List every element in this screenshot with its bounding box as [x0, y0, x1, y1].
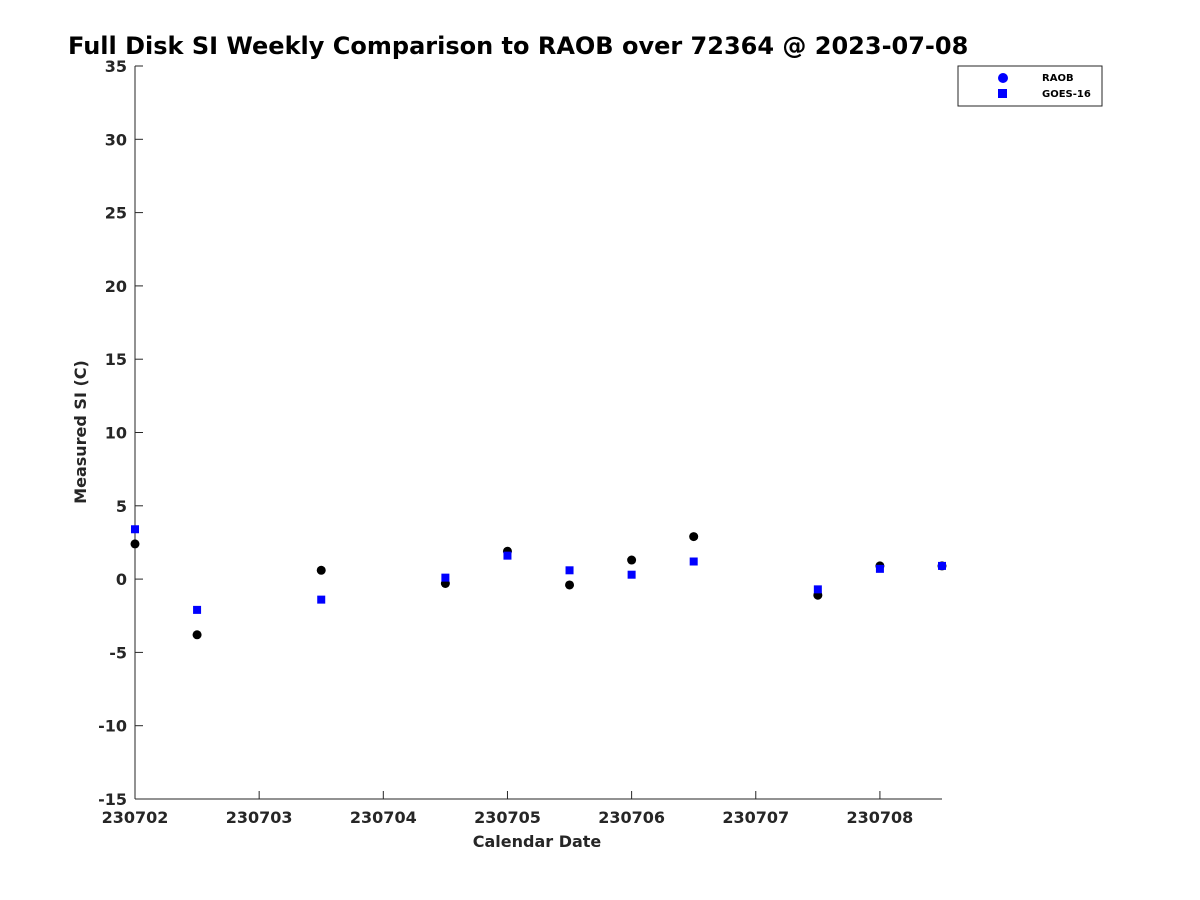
legend: RAOB GOES-16	[957, 65, 1103, 107]
y-tick-label: 5	[116, 497, 127, 516]
goes-point	[503, 551, 512, 560]
goes-point	[131, 525, 139, 534]
raob-point	[689, 532, 699, 542]
goes-point	[627, 570, 636, 579]
x-tick-label: 230705	[474, 808, 541, 827]
y-tick-label: -15	[98, 790, 127, 809]
legend-goes-label: GOES-16	[1042, 89, 1091, 100]
y-axis-label: Measured SI (C)	[71, 360, 90, 504]
x-axis-label: Calendar Date	[473, 832, 602, 851]
y-tick-label: 20	[105, 277, 127, 296]
y-tick-label: 25	[105, 204, 127, 223]
legend-raob-icon	[998, 73, 1008, 83]
x-tick-label: 230702	[102, 808, 169, 827]
x-tick-label: 230707	[722, 808, 789, 827]
goes-point	[938, 561, 946, 570]
x-axis: 230702 230703 230704 230705 230706 230707 2307…	[102, 791, 914, 827]
legend-box	[957, 65, 1103, 107]
y-tick-label: -5	[109, 643, 127, 662]
y-tick-label: -10	[98, 717, 127, 736]
x-tick-label: 230708	[847, 808, 914, 827]
raob-point	[316, 565, 326, 575]
y-tick-label: 15	[105, 350, 127, 369]
plot-area	[134, 66, 942, 800]
goes-point	[441, 573, 450, 582]
goes-point	[317, 595, 326, 604]
y-tick-label: 35	[105, 57, 127, 76]
y-tick-label: 30	[105, 130, 127, 149]
legend-goes-icon	[998, 89, 1007, 98]
y-tick-label: 0	[116, 570, 127, 589]
x-tick-label: 230703	[226, 808, 293, 827]
legend-raob-label: RAOB	[1042, 73, 1074, 84]
x-tick-label: 230704	[350, 808, 417, 827]
y-axis: -15 -10 -5 0 5 10 15 20 25 30 35	[98, 57, 143, 809]
goes-point	[565, 566, 574, 575]
goes-point	[689, 557, 698, 566]
x-tick-label: 230706	[598, 808, 665, 827]
chart-title: Full Disk SI Weekly Comparison to RAOB o…	[68, 32, 968, 60]
raob-point	[565, 580, 575, 590]
raob-point	[192, 630, 202, 640]
y-tick-label: 10	[105, 424, 127, 443]
goes-point	[875, 564, 884, 573]
raob-point	[130, 539, 140, 549]
data-marks	[130, 525, 947, 640]
raob-point	[627, 555, 637, 565]
goes-point	[193, 605, 202, 614]
goes-point	[813, 585, 822, 594]
